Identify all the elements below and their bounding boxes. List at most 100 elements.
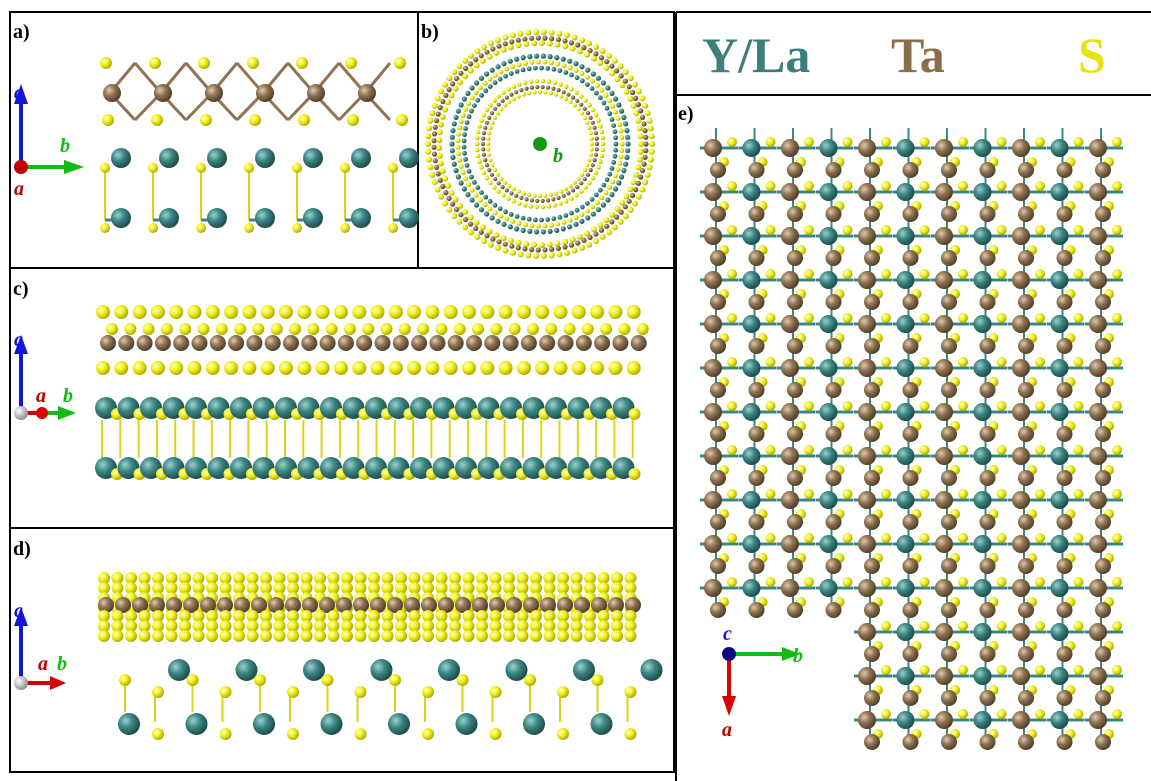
- s-atom: [1073, 489, 1084, 499]
- s-atom: [475, 153, 481, 159]
- s-atom: [215, 323, 228, 335]
- y-la-atom: [973, 315, 992, 333]
- s-atom: [588, 131, 594, 136]
- y-la-atom: [742, 491, 761, 509]
- s-atom: [327, 582, 340, 594]
- s-atom: [571, 361, 586, 375]
- s-atom: [354, 630, 367, 642]
- y-la-atom: [601, 182, 607, 188]
- ta-atom: [154, 335, 171, 351]
- y-la-atom: [616, 180, 622, 186]
- s-atom: [619, 135, 625, 140]
- s-atom: [452, 85, 459, 92]
- s-atom: [425, 361, 440, 375]
- s-atom: [540, 29, 547, 36]
- y-la-atom: [474, 202, 480, 208]
- s-atom: [125, 582, 137, 594]
- ta-atom: [979, 426, 996, 442]
- s-atom: [502, 247, 509, 254]
- axis-label-b: b: [553, 145, 563, 167]
- ta-atom: [566, 92, 571, 97]
- s-atom: [493, 232, 500, 239]
- s-atom: [535, 223, 541, 229]
- s-atom: [574, 90, 579, 95]
- s-atom: [429, 110, 436, 117]
- s-atom: [552, 202, 558, 208]
- ta-atom: [337, 335, 354, 351]
- s-atom: [443, 305, 458, 319]
- ta-atom: [1018, 734, 1034, 750]
- y-la-atom: [896, 491, 915, 509]
- y-la-atom: [514, 69, 520, 74]
- ta-atom: [1056, 470, 1073, 486]
- ta-atom: [1056, 206, 1073, 222]
- s-atom: [996, 313, 1007, 323]
- y-la-atom: [1050, 271, 1069, 289]
- y-la-atom: [1050, 403, 1069, 421]
- y-la-atom: [539, 65, 544, 71]
- s-atom: [458, 164, 464, 169]
- ta-atom: [642, 154, 648, 160]
- ta-atom: [489, 172, 495, 177]
- y-la-atom: [207, 208, 227, 228]
- s-atom: [138, 582, 151, 594]
- ta-atom: [437, 105, 443, 111]
- s-atom: [563, 323, 576, 335]
- s-atom: [487, 206, 493, 212]
- ta-atom: [1056, 734, 1073, 750]
- s-atom: [548, 91, 553, 96]
- s-atom: [498, 305, 513, 319]
- s-atom: [484, 175, 490, 181]
- s-atom: [765, 313, 776, 323]
- s-atom: [219, 582, 232, 594]
- ta-atom: [1018, 646, 1034, 662]
- ta-atom: [1012, 491, 1030, 509]
- y-la-atom: [896, 183, 915, 201]
- s-atom: [503, 610, 515, 622]
- ta-atom: [787, 162, 803, 178]
- ta-atom: [704, 139, 722, 157]
- s-atom: [341, 630, 353, 642]
- s-atom: [594, 200, 600, 206]
- ta-atom: [864, 206, 880, 222]
- y-la-atom: [1050, 315, 1069, 333]
- s-atom: [246, 582, 259, 594]
- ta-atom: [1056, 294, 1073, 310]
- ta-atom: [447, 335, 464, 351]
- s-atom: [557, 572, 569, 584]
- y-la-atom: [625, 141, 631, 147]
- s-atom: [603, 190, 609, 196]
- s-atom: [138, 572, 151, 584]
- s-atom: [453, 323, 466, 335]
- s-atom: [165, 582, 178, 594]
- ta-atom: [594, 136, 599, 141]
- y-la-atom: [612, 153, 618, 159]
- ta-atom: [1018, 558, 1034, 574]
- s-atom: [765, 269, 776, 279]
- s-atom: [380, 323, 393, 335]
- panel-label-d: d): [13, 538, 31, 560]
- s-atom: [613, 173, 619, 179]
- s-atom: [341, 582, 353, 594]
- s-atom: [958, 709, 968, 719]
- s-atom: [635, 117, 642, 124]
- s-atom: [292, 163, 302, 173]
- s-atom: [537, 193, 543, 199]
- y-la-atom: [594, 192, 599, 198]
- ta-atom: [704, 227, 722, 245]
- s-atom: [165, 610, 178, 622]
- ta-atom: [431, 131, 438, 137]
- s-atom: [1112, 357, 1122, 367]
- s-atom: [1073, 401, 1084, 411]
- s-atom: [287, 572, 299, 584]
- y-la-atom: [619, 108, 625, 114]
- s-atom: [456, 151, 462, 157]
- ta-atom: [1089, 271, 1107, 289]
- s-atom: [881, 357, 891, 367]
- s-atom: [179, 572, 191, 584]
- y-la-atom: [973, 447, 992, 465]
- y-la-atom: [896, 579, 915, 597]
- s-atom: [456, 674, 469, 686]
- s-atom: [436, 144, 443, 151]
- s-atom: [522, 60, 528, 66]
